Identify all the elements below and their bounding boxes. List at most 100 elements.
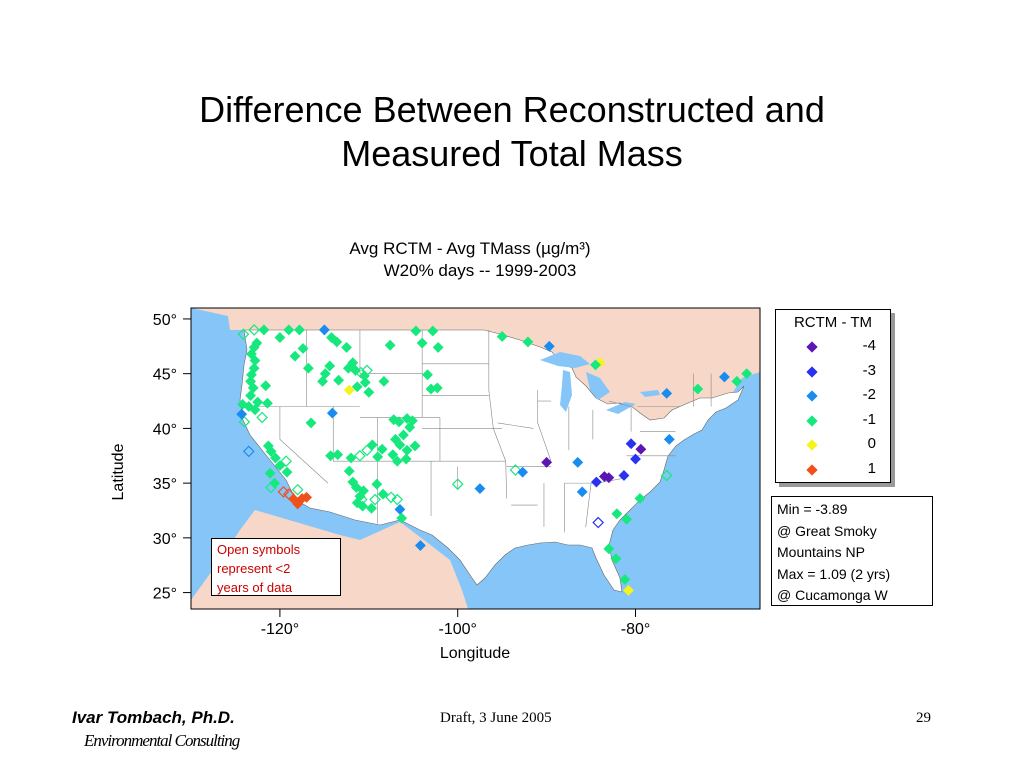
data-point (319, 368, 331, 380)
x-tick-label: -80° (621, 621, 651, 638)
lake-michigan (560, 370, 572, 412)
data-point (372, 451, 384, 463)
state-border-line (279, 406, 329, 484)
slide-title-line1: Difference Between Reconstructed and (199, 89, 825, 130)
note-line1: Open symbols (217, 542, 301, 557)
y-tick-label: 40° (153, 421, 177, 438)
data-point (391, 455, 403, 467)
data-point (260, 380, 272, 392)
lake-superior (540, 352, 590, 368)
data-point (522, 336, 534, 348)
data-point (289, 350, 301, 362)
data-point (274, 332, 286, 343)
data-point (354, 449, 366, 462)
data-point (277, 486, 290, 498)
data-point (625, 438, 637, 450)
y-tick-label: 35° (153, 476, 177, 493)
data-point (610, 553, 622, 565)
data-point (387, 449, 399, 461)
data-point (343, 465, 355, 477)
foreign-land (191, 308, 760, 609)
data-point (376, 443, 388, 455)
data-point (719, 371, 730, 383)
data-point (237, 328, 250, 341)
data-point (663, 433, 675, 445)
data-point (635, 443, 647, 455)
legend-entry: 0 (776, 435, 890, 459)
data-point (630, 453, 641, 465)
data-point (590, 476, 602, 488)
legend-entry: -2 (776, 386, 890, 410)
data-points (236, 324, 753, 596)
data-point (496, 331, 508, 342)
data-point (409, 440, 421, 452)
legend-entry: -1 (776, 411, 890, 435)
data-point (692, 383, 704, 395)
data-point (398, 429, 409, 441)
data-point (249, 404, 261, 416)
data-point (396, 512, 408, 524)
legend-label: 0 (867, 435, 876, 452)
data-point (410, 325, 422, 337)
data-point (350, 364, 361, 376)
legend-marker (806, 463, 818, 476)
y-axis: 50° 45° 40° 35° 30° 25° (153, 312, 191, 603)
data-point (270, 452, 281, 464)
data-point (414, 540, 426, 551)
x-tick-label: -120° (261, 621, 299, 638)
lake-erie (606, 402, 636, 414)
data-point (343, 384, 355, 396)
footer-author: Ivar Tombach, Ph.D. (72, 708, 235, 727)
state-border-line (585, 483, 592, 527)
data-point (425, 383, 437, 395)
data-point (280, 455, 292, 468)
data-point (541, 456, 553, 468)
data-point (332, 449, 344, 461)
data-point (572, 456, 584, 468)
data-point (236, 408, 248, 420)
data-point (661, 387, 673, 399)
data-point (394, 503, 406, 515)
data-point (416, 337, 428, 349)
legend-entry: -4 (776, 337, 890, 361)
note-line2: represent <2 (217, 561, 291, 576)
data-point (301, 491, 313, 503)
data-point (634, 493, 646, 504)
data-point (248, 324, 260, 336)
data-point (660, 469, 673, 482)
data-point (622, 584, 634, 596)
data-point (517, 466, 529, 478)
data-point (305, 417, 317, 429)
legend-label: -1 (862, 410, 876, 428)
legend-label: -2 (862, 386, 876, 403)
data-point (384, 339, 396, 351)
data-point (265, 481, 277, 494)
slide-title-line2: Measured Total Mass (341, 133, 683, 174)
data-point (361, 444, 373, 457)
legend-marker (806, 390, 818, 402)
legend: RCTM - TM -4 -3 -2 -1 0 1 (775, 309, 891, 483)
data-point (377, 488, 389, 500)
data-point (351, 497, 363, 509)
data-point (333, 374, 345, 386)
slide-title: Difference Between Reconstructed and Mea… (0, 88, 1024, 176)
lake-ontario (640, 390, 660, 397)
lake-huron (586, 372, 610, 400)
y-tick-label: 25° (153, 586, 177, 603)
y-tick-label: 50° (153, 312, 177, 329)
data-point (509, 464, 522, 476)
data-point (432, 341, 444, 353)
data-point (262, 397, 273, 409)
data-point (474, 483, 486, 495)
data-point (363, 386, 375, 398)
data-point (361, 364, 373, 377)
data-point (282, 488, 295, 500)
data-point (611, 508, 623, 520)
data-point (238, 415, 251, 428)
x-axis: -120° -100° -80° (261, 609, 651, 638)
data-point (242, 445, 255, 458)
legend-title: RCTM - TM (793, 314, 873, 331)
data-point (385, 491, 397, 504)
data-point (237, 398, 248, 410)
data-point (391, 493, 404, 506)
